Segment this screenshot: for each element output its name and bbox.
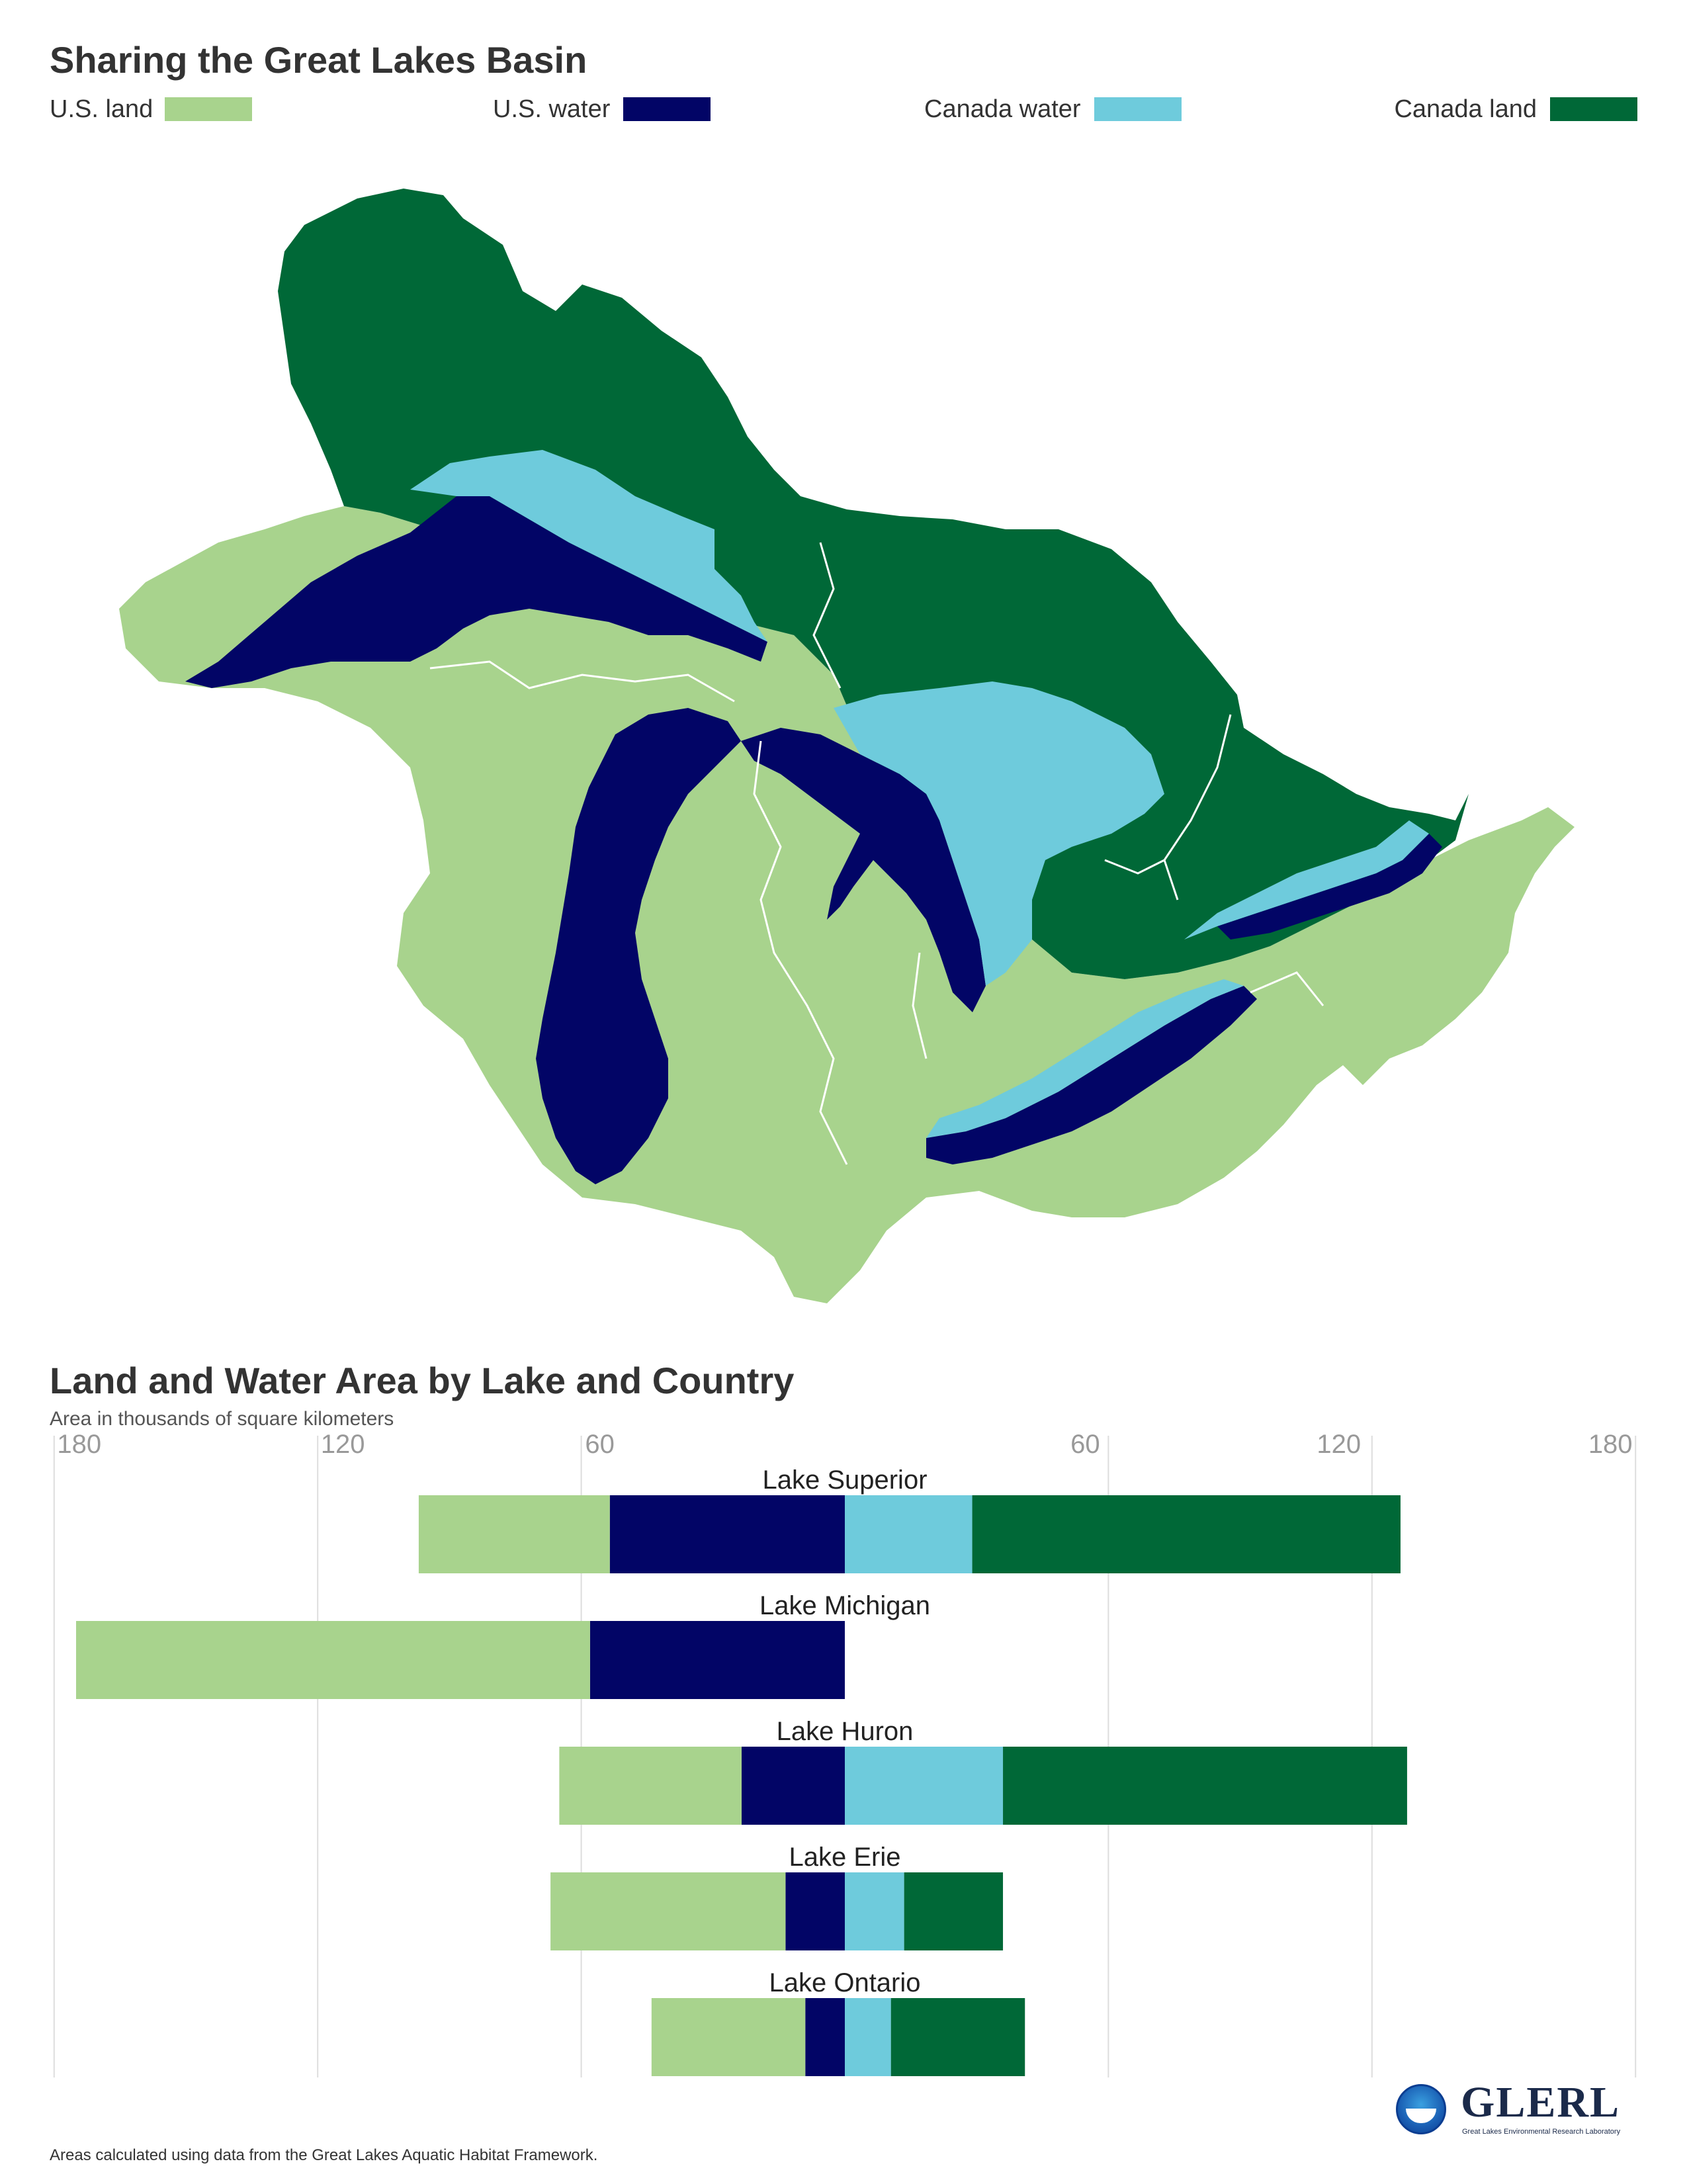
lake-erie-us-water [926, 986, 1257, 1164]
map-title: Sharing the Great Lakes Basin [50, 39, 587, 81]
lake-ontario-us-water [1217, 834, 1442, 939]
legend-label-us-land: U.S. land [50, 95, 153, 123]
bar-canada-water [845, 1747, 1004, 1825]
canada-land-region [278, 189, 1469, 979]
tick-label: 120 [1317, 1430, 1361, 1459]
category-label: Lake Huron [777, 1717, 914, 1746]
bar-us-land [550, 1872, 786, 1950]
bar-us-land [559, 1747, 742, 1825]
bar-canada-land [890, 1998, 1025, 2076]
lake-michigan-us-water [536, 708, 741, 1184]
us-land-region [119, 506, 1575, 1303]
lake-superior-canada-water [410, 450, 767, 642]
legend-label-us-water: U.S. water [493, 95, 611, 123]
glerl-logo: GLERL [1461, 2078, 1621, 2126]
legend-item-us-water: U.S. water [493, 93, 711, 126]
lake-huron-us-water [741, 728, 986, 1012]
bar-canada-land [1003, 1747, 1407, 1825]
chart-subtitle: Area in thousands of square kilometers [50, 1408, 394, 1430]
great-lakes-basin-map [119, 189, 1575, 1303]
bar-us-water [589, 1621, 845, 1699]
tick-label: 180 [57, 1430, 101, 1459]
bar-us-water [741, 1747, 845, 1825]
legend-swatch-us-land [165, 97, 253, 121]
legend-item-us-land: U.S. land [50, 93, 253, 126]
category-label: Lake Ontario [769, 1968, 920, 1997]
legend: U.S. land U.S. water Canada water Canada… [50, 93, 1637, 126]
bar-us-land [651, 1998, 806, 2076]
bar-us-water [785, 1872, 845, 1950]
legend-item-canada-land: Canada land [1394, 93, 1637, 126]
basin-boundaries [429, 542, 1324, 1165]
bar-us-land [418, 1495, 610, 1573]
chart-title: Land and Water Area by Lake and Country [50, 1360, 795, 1401]
noaa-icon [1396, 2084, 1446, 2134]
legend-item-canada-water: Canada water [924, 93, 1182, 126]
lake-ontario-canada-water [1184, 820, 1429, 939]
tick-label: 120 [321, 1430, 365, 1459]
legend-label-canada-water: Canada water [924, 95, 1081, 123]
bar-canada-land [972, 1495, 1401, 1573]
category-label: Lake Superior [762, 1465, 927, 1495]
legend-label-canada-land: Canada land [1394, 95, 1537, 123]
bar-canada-water [845, 1872, 904, 1950]
bar-canada-water [845, 1495, 973, 1573]
legend-swatch-canada-land [1550, 97, 1637, 121]
legend-swatch-canada-water [1094, 97, 1182, 121]
glerl-subtext: Great Lakes Environmental Research Labor… [1462, 2128, 1621, 2136]
tick-label: 60 [585, 1430, 615, 1459]
bar-canada-land [904, 1872, 1004, 1950]
bar-canada-water [845, 1998, 891, 2076]
lake-erie-canada-water [926, 979, 1244, 1138]
tick-label: 60 [1070, 1430, 1100, 1459]
lake-huron-canada-water [834, 681, 1164, 986]
category-label: Lake Erie [789, 1843, 901, 1872]
footnote: Areas calculated using data from the Gre… [50, 2146, 598, 2164]
logos: GLERL Great Lakes Environmental Research… [1396, 2077, 1661, 2144]
bar-us-water [609, 1495, 845, 1573]
legend-swatch-us-water [623, 97, 711, 121]
category-label: Lake Michigan [759, 1591, 930, 1620]
bar-us-water [805, 1998, 845, 2076]
tick-label: 180 [1588, 1430, 1633, 1459]
bar-us-land [76, 1621, 590, 1699]
lake-superior-us-water [185, 496, 767, 688]
